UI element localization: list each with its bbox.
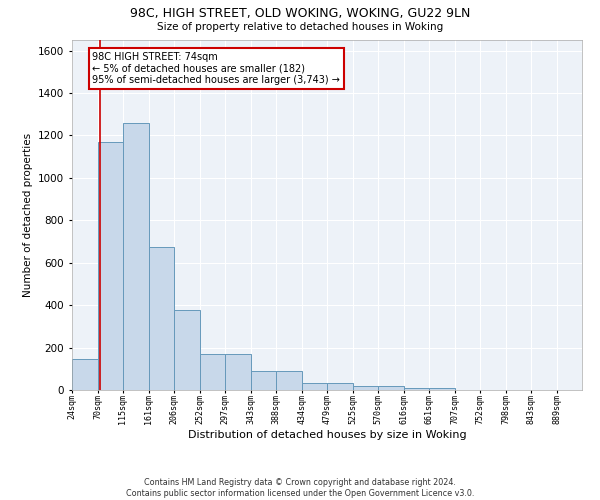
Bar <box>378 386 404 390</box>
Bar <box>353 386 378 390</box>
Bar <box>200 354 225 390</box>
Bar <box>327 382 353 390</box>
Bar <box>72 358 98 390</box>
Bar <box>302 382 327 390</box>
Bar <box>404 388 429 390</box>
Bar <box>149 247 174 390</box>
Bar <box>429 388 455 390</box>
Y-axis label: Number of detached properties: Number of detached properties <box>23 133 32 297</box>
Bar <box>123 122 149 390</box>
Bar <box>276 371 302 390</box>
Text: Contains HM Land Registry data © Crown copyright and database right 2024.
Contai: Contains HM Land Registry data © Crown c… <box>126 478 474 498</box>
Bar <box>251 371 276 390</box>
X-axis label: Distribution of detached houses by size in Woking: Distribution of detached houses by size … <box>188 430 466 440</box>
Bar <box>98 142 123 390</box>
Text: 98C, HIGH STREET, OLD WOKING, WOKING, GU22 9LN: 98C, HIGH STREET, OLD WOKING, WOKING, GU… <box>130 8 470 20</box>
Bar <box>225 354 251 390</box>
Text: 98C HIGH STREET: 74sqm
← 5% of detached houses are smaller (182)
95% of semi-det: 98C HIGH STREET: 74sqm ← 5% of detached … <box>92 52 340 86</box>
Bar <box>174 310 200 390</box>
Text: Size of property relative to detached houses in Woking: Size of property relative to detached ho… <box>157 22 443 32</box>
